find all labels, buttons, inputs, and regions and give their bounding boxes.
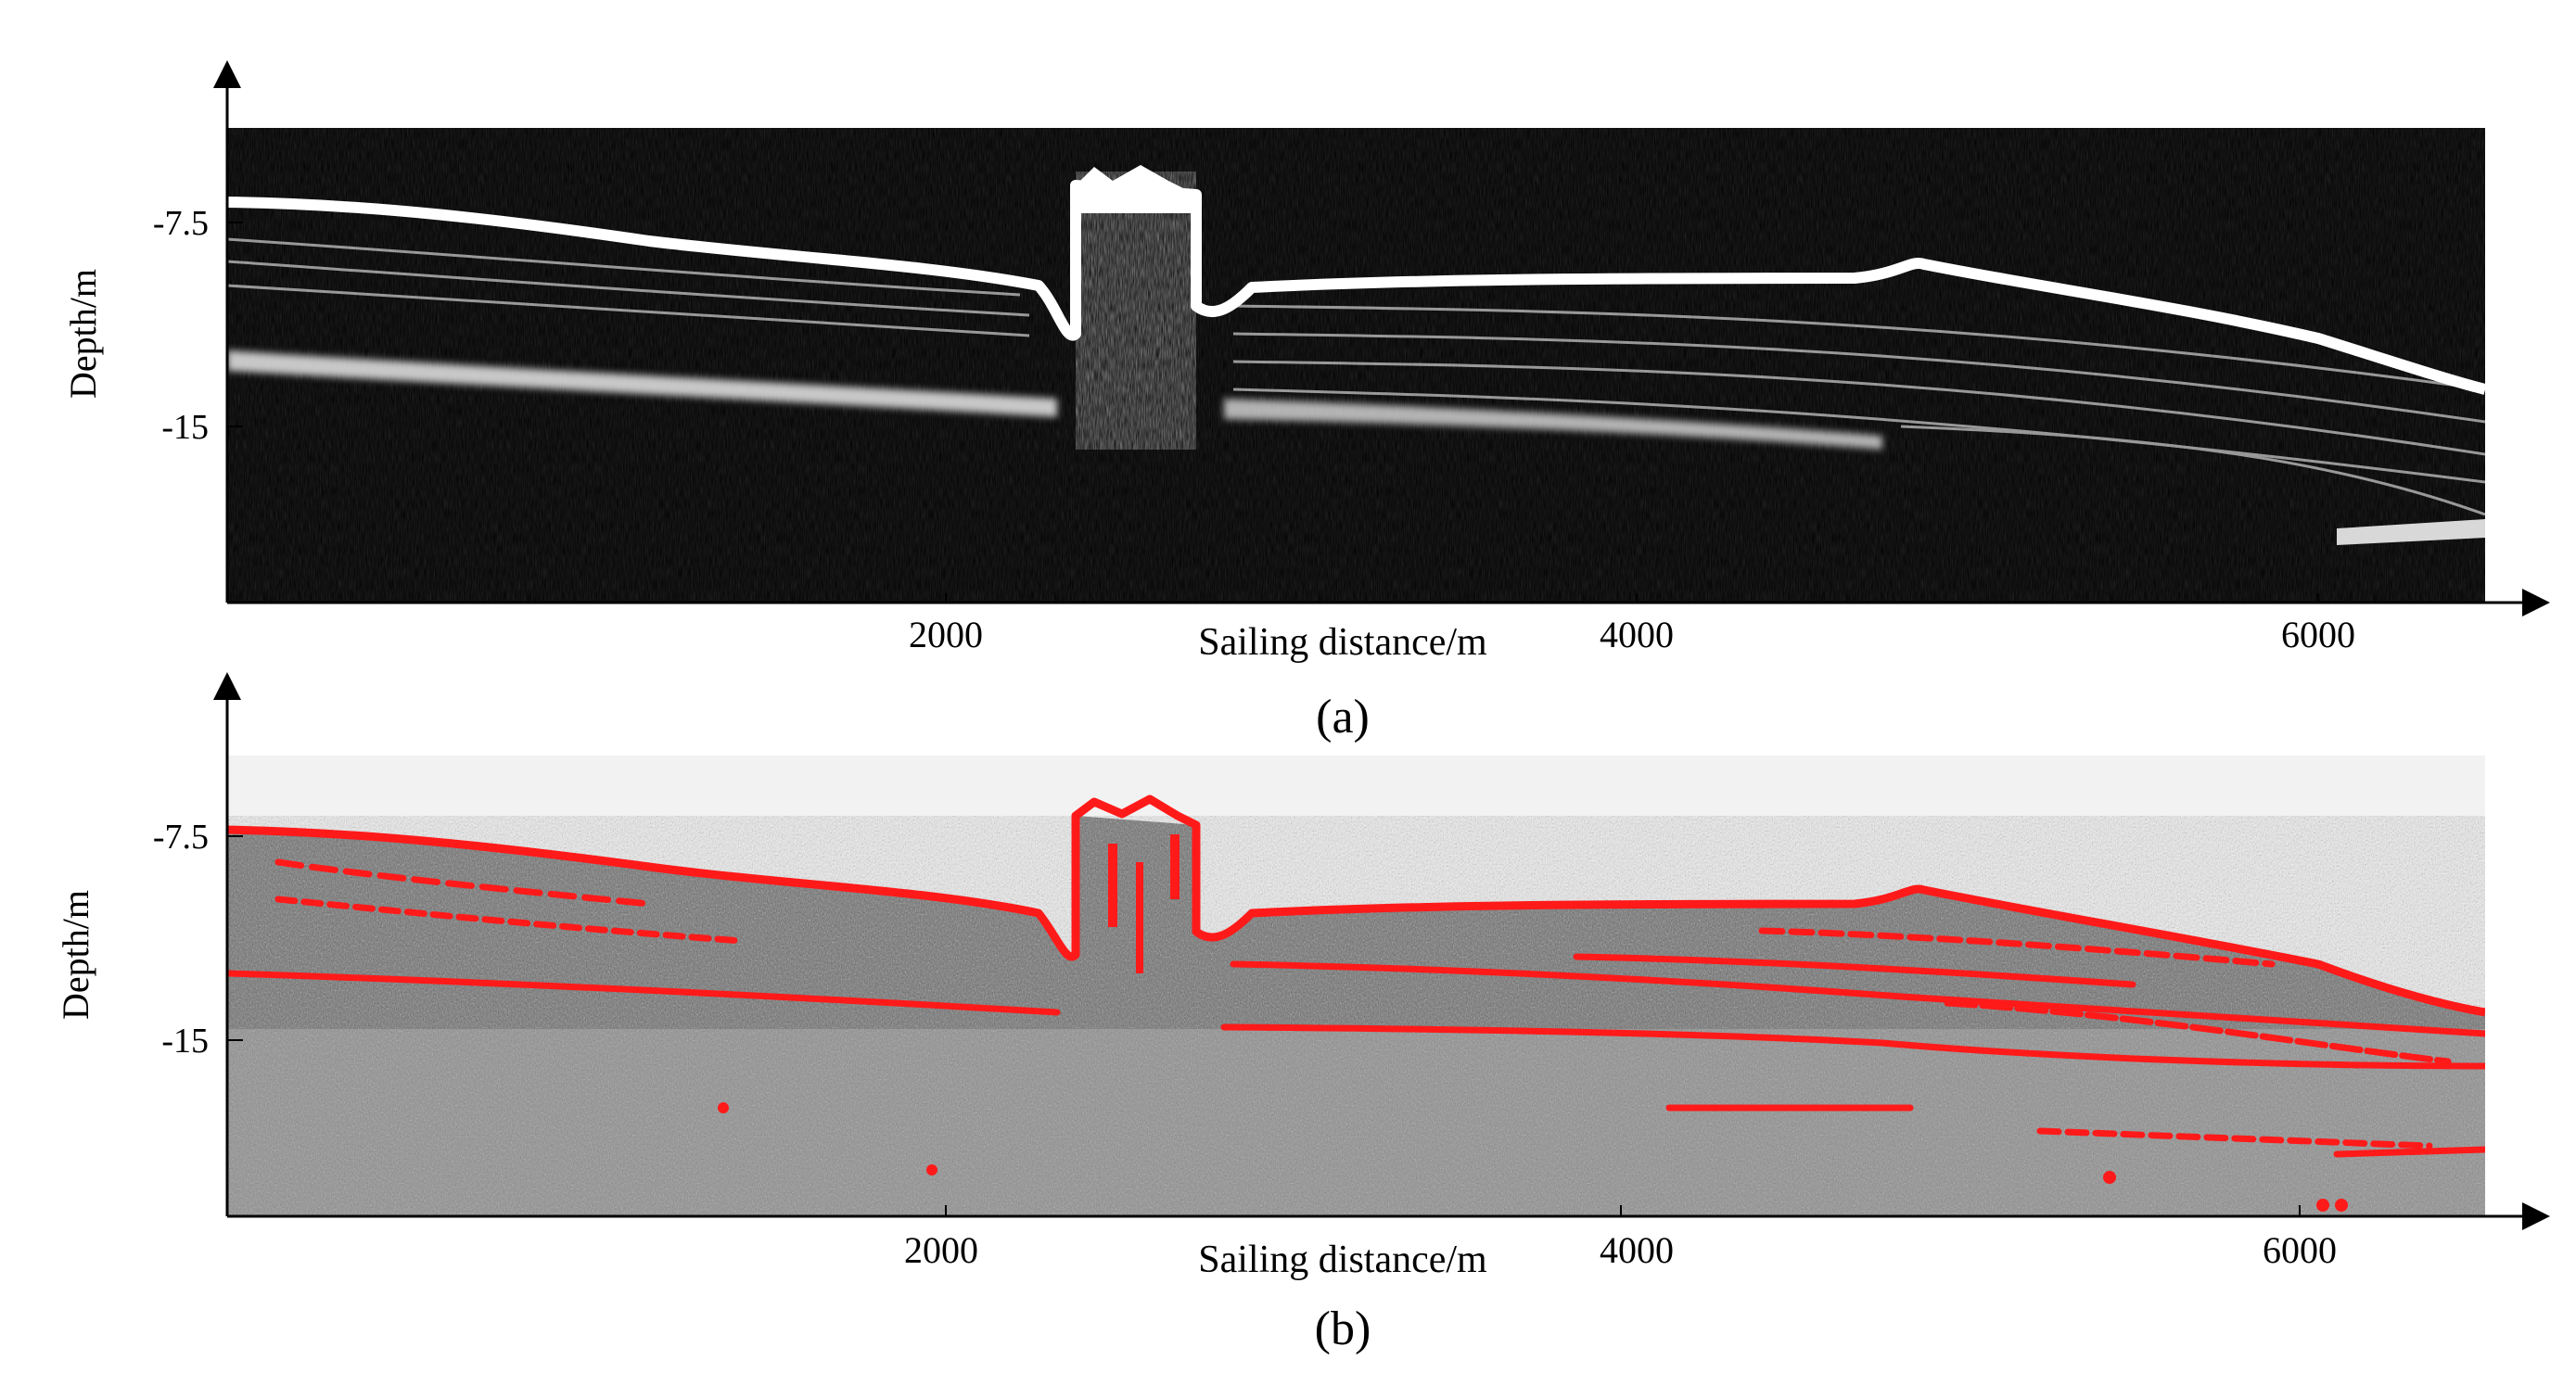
y-axis-label-b: Depth/m [55,890,96,1020]
x-tick-b-1: 2000 [904,1229,978,1271]
y-tick-b-2: -15 [161,1022,209,1061]
panel-caption-a: (a) [1316,691,1370,743]
y-tick-b-1: -7.5 [153,818,209,857]
echogram-b [227,756,2485,1216]
panel-a: -7.5 -15 Depth/m 2000 4000 6000 Sailing … [62,60,2550,743]
x-tick-a-1: 2000 [909,614,983,655]
x-tick-a-2: 4000 [1600,614,1674,655]
x-axis-label-b: Sailing distance/m [1198,1239,1487,1281]
seabed-detected-line [227,794,2485,1017]
echogram-a [227,128,2485,603]
x-axis-label-a: Sailing distance/m [1198,621,1487,664]
panel-caption-b: (b) [1315,1302,1371,1355]
x-tick-b-3: 6000 [2263,1229,2337,1271]
y-tick-a-2: -15 [161,408,209,447]
panel-b: -7.5 -15 Depth/m 2000 4000 6000 Sailing … [55,672,2550,1355]
y-tick-a-1: -7.5 [153,204,209,243]
y-axis-label-a: Depth/m [62,269,104,399]
x-tick-a-3: 6000 [2281,614,2355,655]
x-tick-b-2: 4000 [1600,1229,1674,1271]
